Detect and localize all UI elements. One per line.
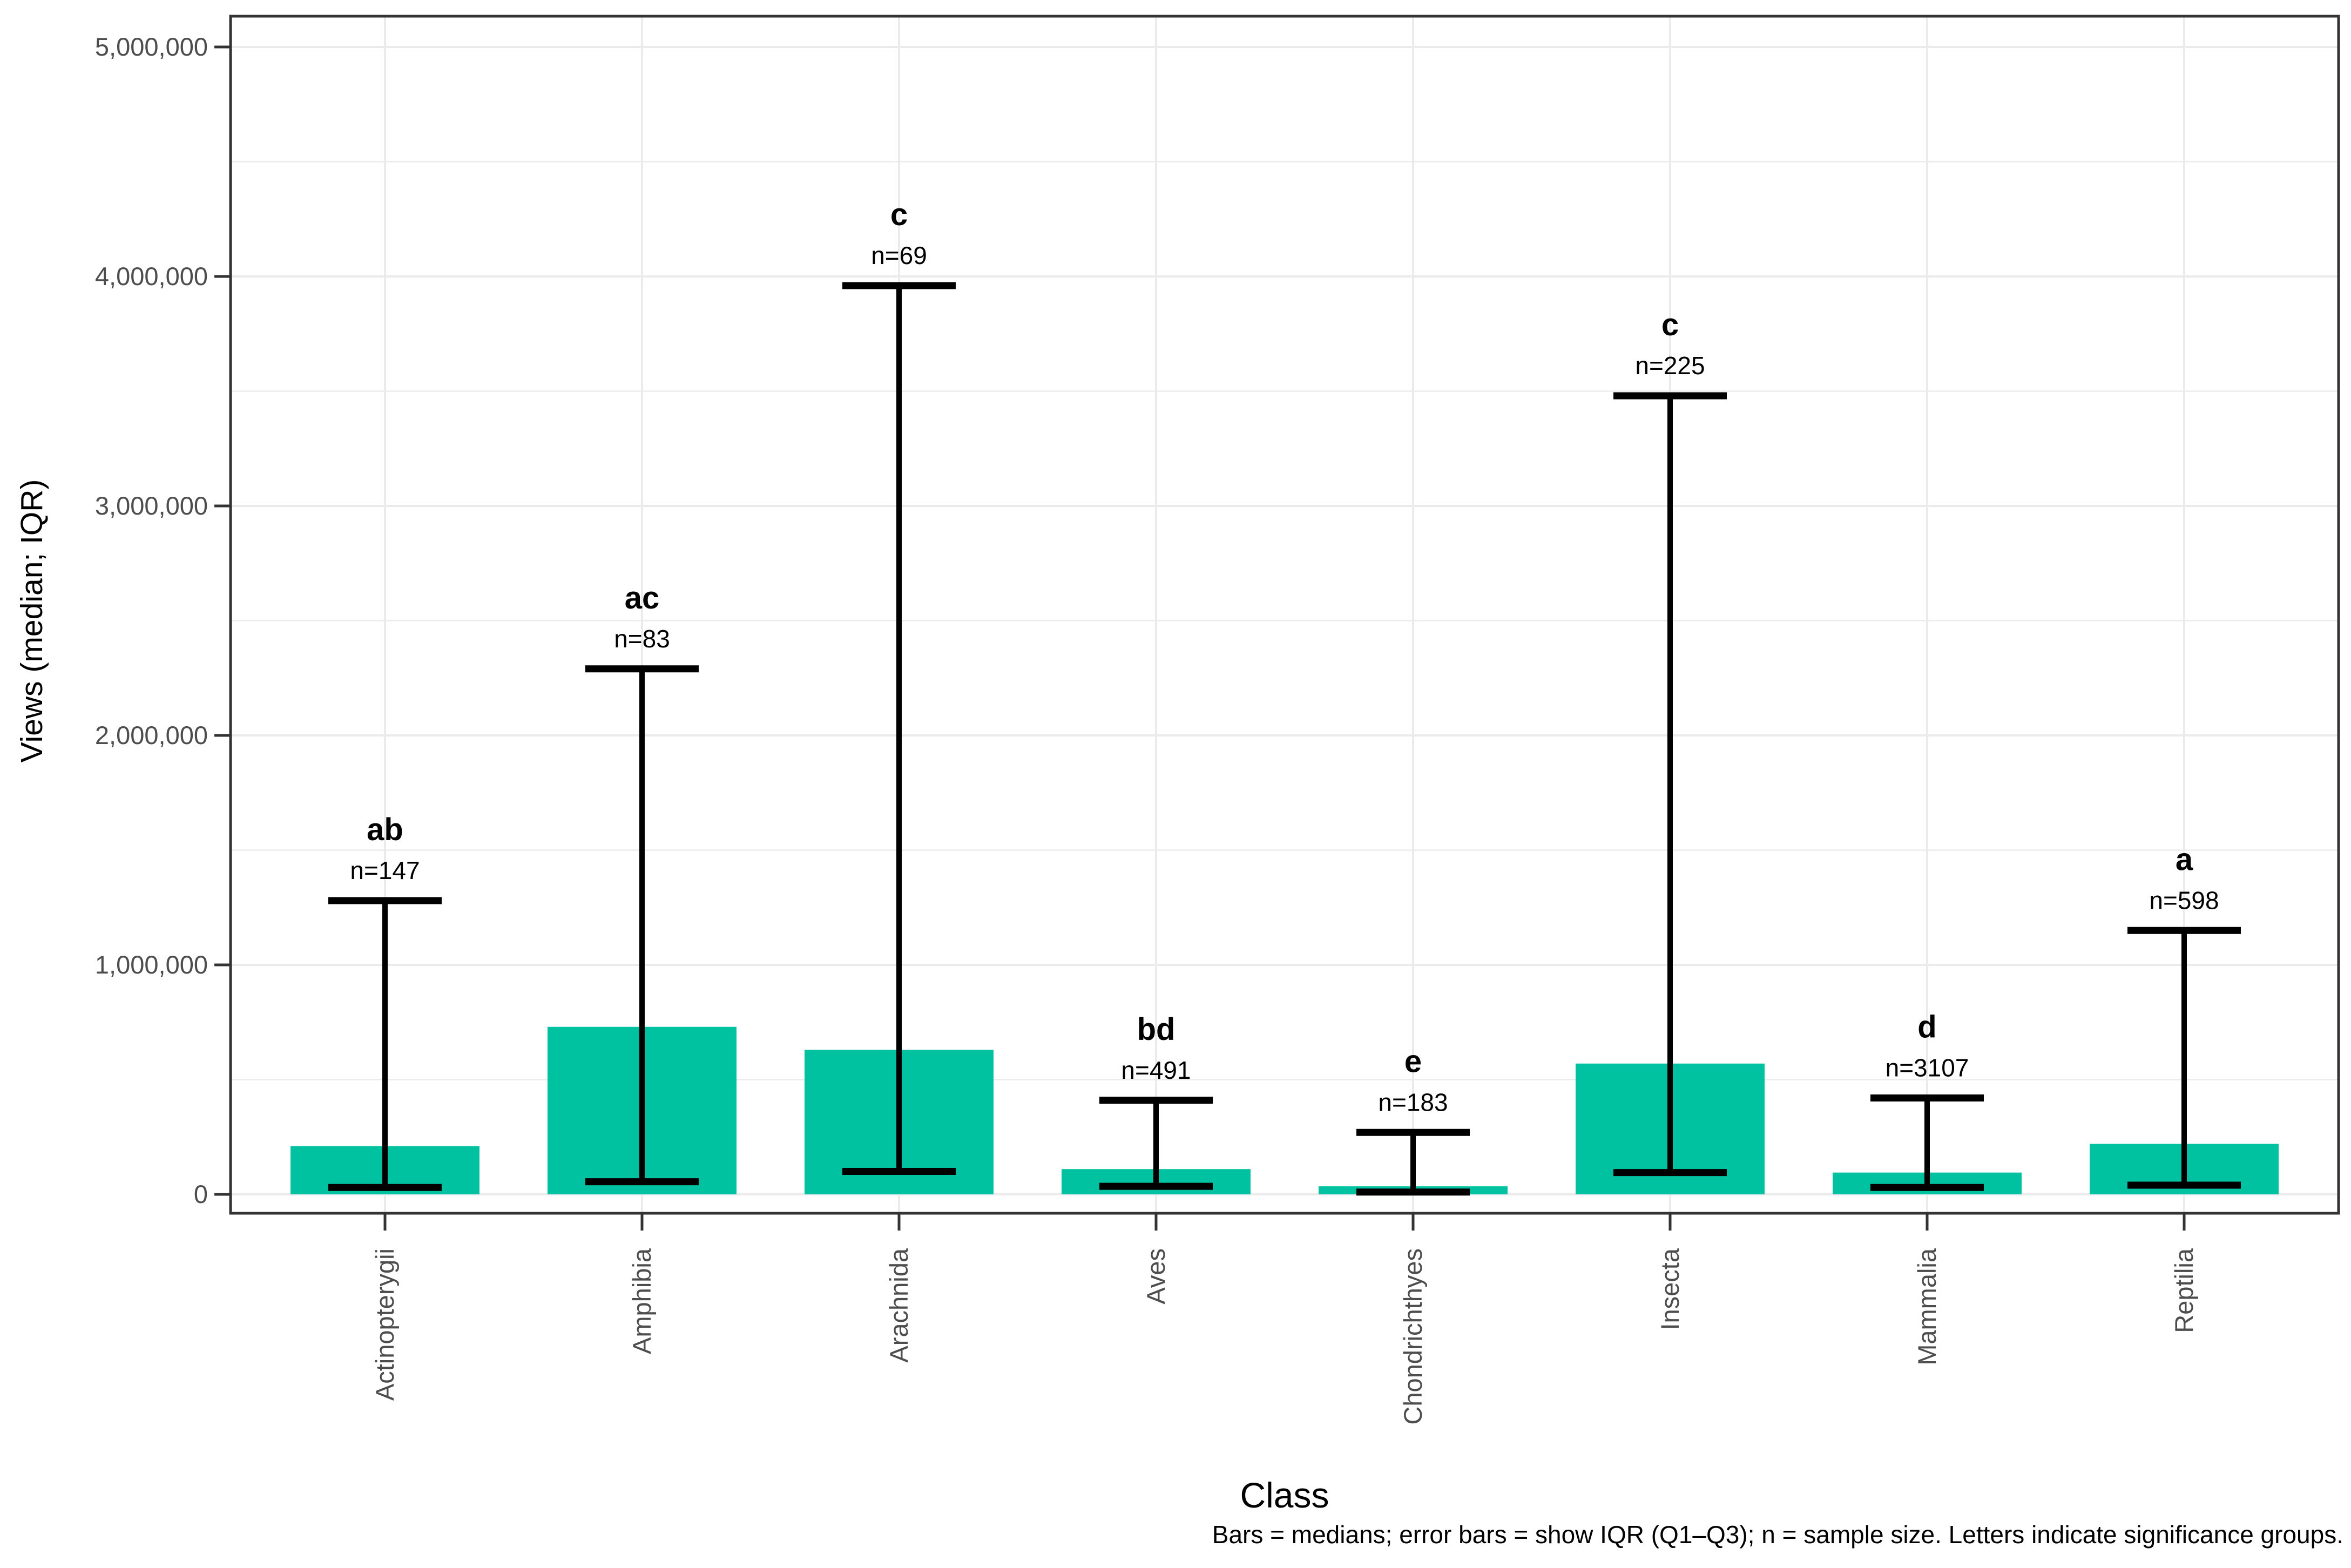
y-tick-label: 2,000,000 (95, 721, 208, 749)
sample-size-label: n=83 (614, 625, 670, 653)
x-tick-label: Amphibia (627, 1248, 656, 1354)
x-tick-label: Mammalia (1913, 1248, 1941, 1366)
y-axis-title: Views (median; IQR) (15, 479, 49, 763)
sample-size-label: n=225 (1635, 352, 1705, 380)
y-tick-label: 3,000,000 (95, 491, 208, 520)
significance-letter: c (890, 197, 908, 232)
x-tick-label: Aves (1141, 1248, 1170, 1305)
significance-letter: e (1404, 1044, 1422, 1079)
y-tick-label: 4,000,000 (95, 262, 208, 290)
y-tick-label: 1,000,000 (95, 950, 208, 979)
y-tick-label: 5,000,000 (95, 32, 208, 61)
sample-size-label: n=598 (2149, 886, 2219, 914)
panel-border (229, 15, 2340, 1215)
significance-letter: c (1661, 307, 1679, 342)
significance-letter: ac (625, 580, 660, 616)
x-axis: Actinopterygii Amphibia Arachnida Aves Chond… (370, 1213, 2198, 1425)
significance-letter: d (1917, 1010, 1936, 1045)
significance-letter: ab (367, 812, 403, 847)
sample-size-label: n=3107 (1886, 1054, 1969, 1082)
sample-size-label: n=491 (1121, 1056, 1191, 1084)
sample-size-label: n=147 (350, 856, 420, 884)
sample-size-label: n=183 (1378, 1088, 1448, 1116)
sample-size-label: n=69 (871, 241, 927, 269)
significance-letter: bd (1137, 1012, 1176, 1047)
bar-annotations: ab n=147 ac n=83 c n=69 bd n=491 e n=183 c n=225 d n=… (350, 197, 2219, 1116)
x-axis-title: Class (1240, 1475, 1329, 1515)
x-tick-label: Reptilia (2170, 1248, 2198, 1333)
x-tick-label: Actinopterygii (370, 1248, 399, 1401)
x-tick-label: Arachnida (884, 1248, 913, 1362)
x-tick-label: Insecta (1656, 1248, 1684, 1330)
y-axis: 0 1,000,000 2,000,000 3,000,000 4,000,000 5,0… (95, 32, 231, 1208)
panel-background (231, 16, 2339, 1213)
error-bars (328, 282, 2241, 1196)
y-tick-label: 0 (194, 1180, 208, 1208)
significance-letter: a (2176, 842, 2193, 877)
caption: Bars = medians; error bars = show IQR (Q… (1212, 1520, 2343, 1549)
x-tick-label: Chondrichthyes (1399, 1248, 1427, 1425)
